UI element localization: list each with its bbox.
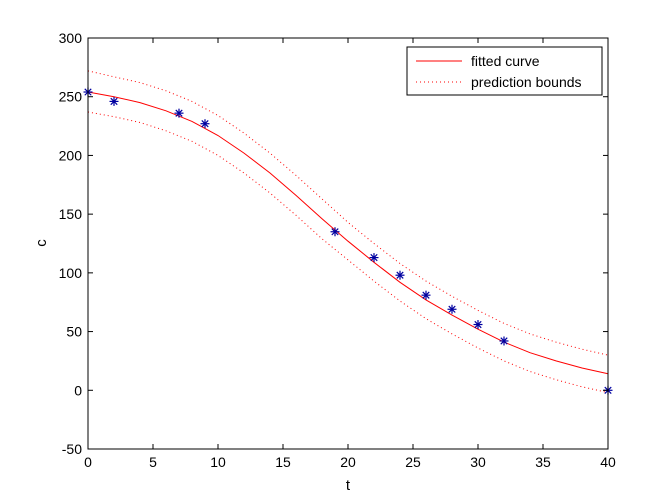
data-point-stroke bbox=[110, 97, 118, 106]
data-point-stroke bbox=[331, 228, 339, 236]
x-axis-label: t bbox=[346, 477, 351, 494]
x-tick-label: 25 bbox=[405, 454, 421, 470]
y-tick-label: 0 bbox=[74, 382, 82, 398]
legend-label-prediction-bounds: prediction bounds bbox=[471, 74, 582, 90]
x-tick-label: 35 bbox=[535, 454, 551, 470]
data-point bbox=[421, 290, 431, 300]
fitted-curve-line bbox=[87, 91, 609, 375]
x-tick-label: 10 bbox=[210, 454, 226, 470]
data-point bbox=[200, 119, 210, 129]
data-point bbox=[330, 227, 340, 237]
y-axis-label: c bbox=[33, 239, 50, 247]
markers-layer bbox=[83, 87, 613, 395]
x-tick-label: 0 bbox=[84, 454, 92, 470]
y-tick-label: -50 bbox=[62, 441, 82, 457]
y-tick-label: 200 bbox=[59, 147, 83, 163]
data-point bbox=[499, 336, 509, 346]
data-point-stroke bbox=[474, 320, 482, 329]
x-tick-label: 30 bbox=[470, 454, 486, 470]
x-tick-label: 20 bbox=[340, 454, 356, 470]
data-point-stroke bbox=[370, 253, 378, 262]
data-point-stroke bbox=[500, 337, 508, 345]
y-tick-label: 100 bbox=[59, 265, 83, 281]
data-point-stroke bbox=[448, 305, 456, 313]
y-tick-label: 50 bbox=[66, 324, 82, 340]
x-tick-label: 15 bbox=[275, 454, 291, 470]
x-tick-label: 5 bbox=[149, 454, 157, 470]
data-point-stroke bbox=[396, 271, 404, 279]
y-tick-label: 300 bbox=[59, 30, 83, 46]
data-point bbox=[174, 108, 184, 118]
y-tick-label: 150 bbox=[59, 206, 83, 222]
data-point-stroke bbox=[422, 291, 430, 299]
data-point-stroke bbox=[175, 109, 183, 117]
prediction-bound-lower bbox=[87, 111, 609, 394]
plot-area bbox=[88, 38, 608, 449]
data-point bbox=[369, 253, 379, 263]
data-point bbox=[109, 96, 119, 106]
data-point bbox=[447, 304, 457, 314]
data-point-stroke bbox=[201, 120, 209, 128]
data-point bbox=[473, 320, 483, 330]
legend-box bbox=[406, 46, 603, 96]
y-tick-label: 250 bbox=[59, 89, 83, 105]
legend-label-fitted-curve: fitted curve bbox=[471, 53, 540, 69]
plot-frame bbox=[87, 37, 609, 450]
lines-layer bbox=[87, 70, 609, 394]
data-point bbox=[395, 270, 405, 280]
legend: fitted curve prediction bounds bbox=[406, 46, 603, 96]
x-tick-label: 40 bbox=[600, 454, 616, 470]
